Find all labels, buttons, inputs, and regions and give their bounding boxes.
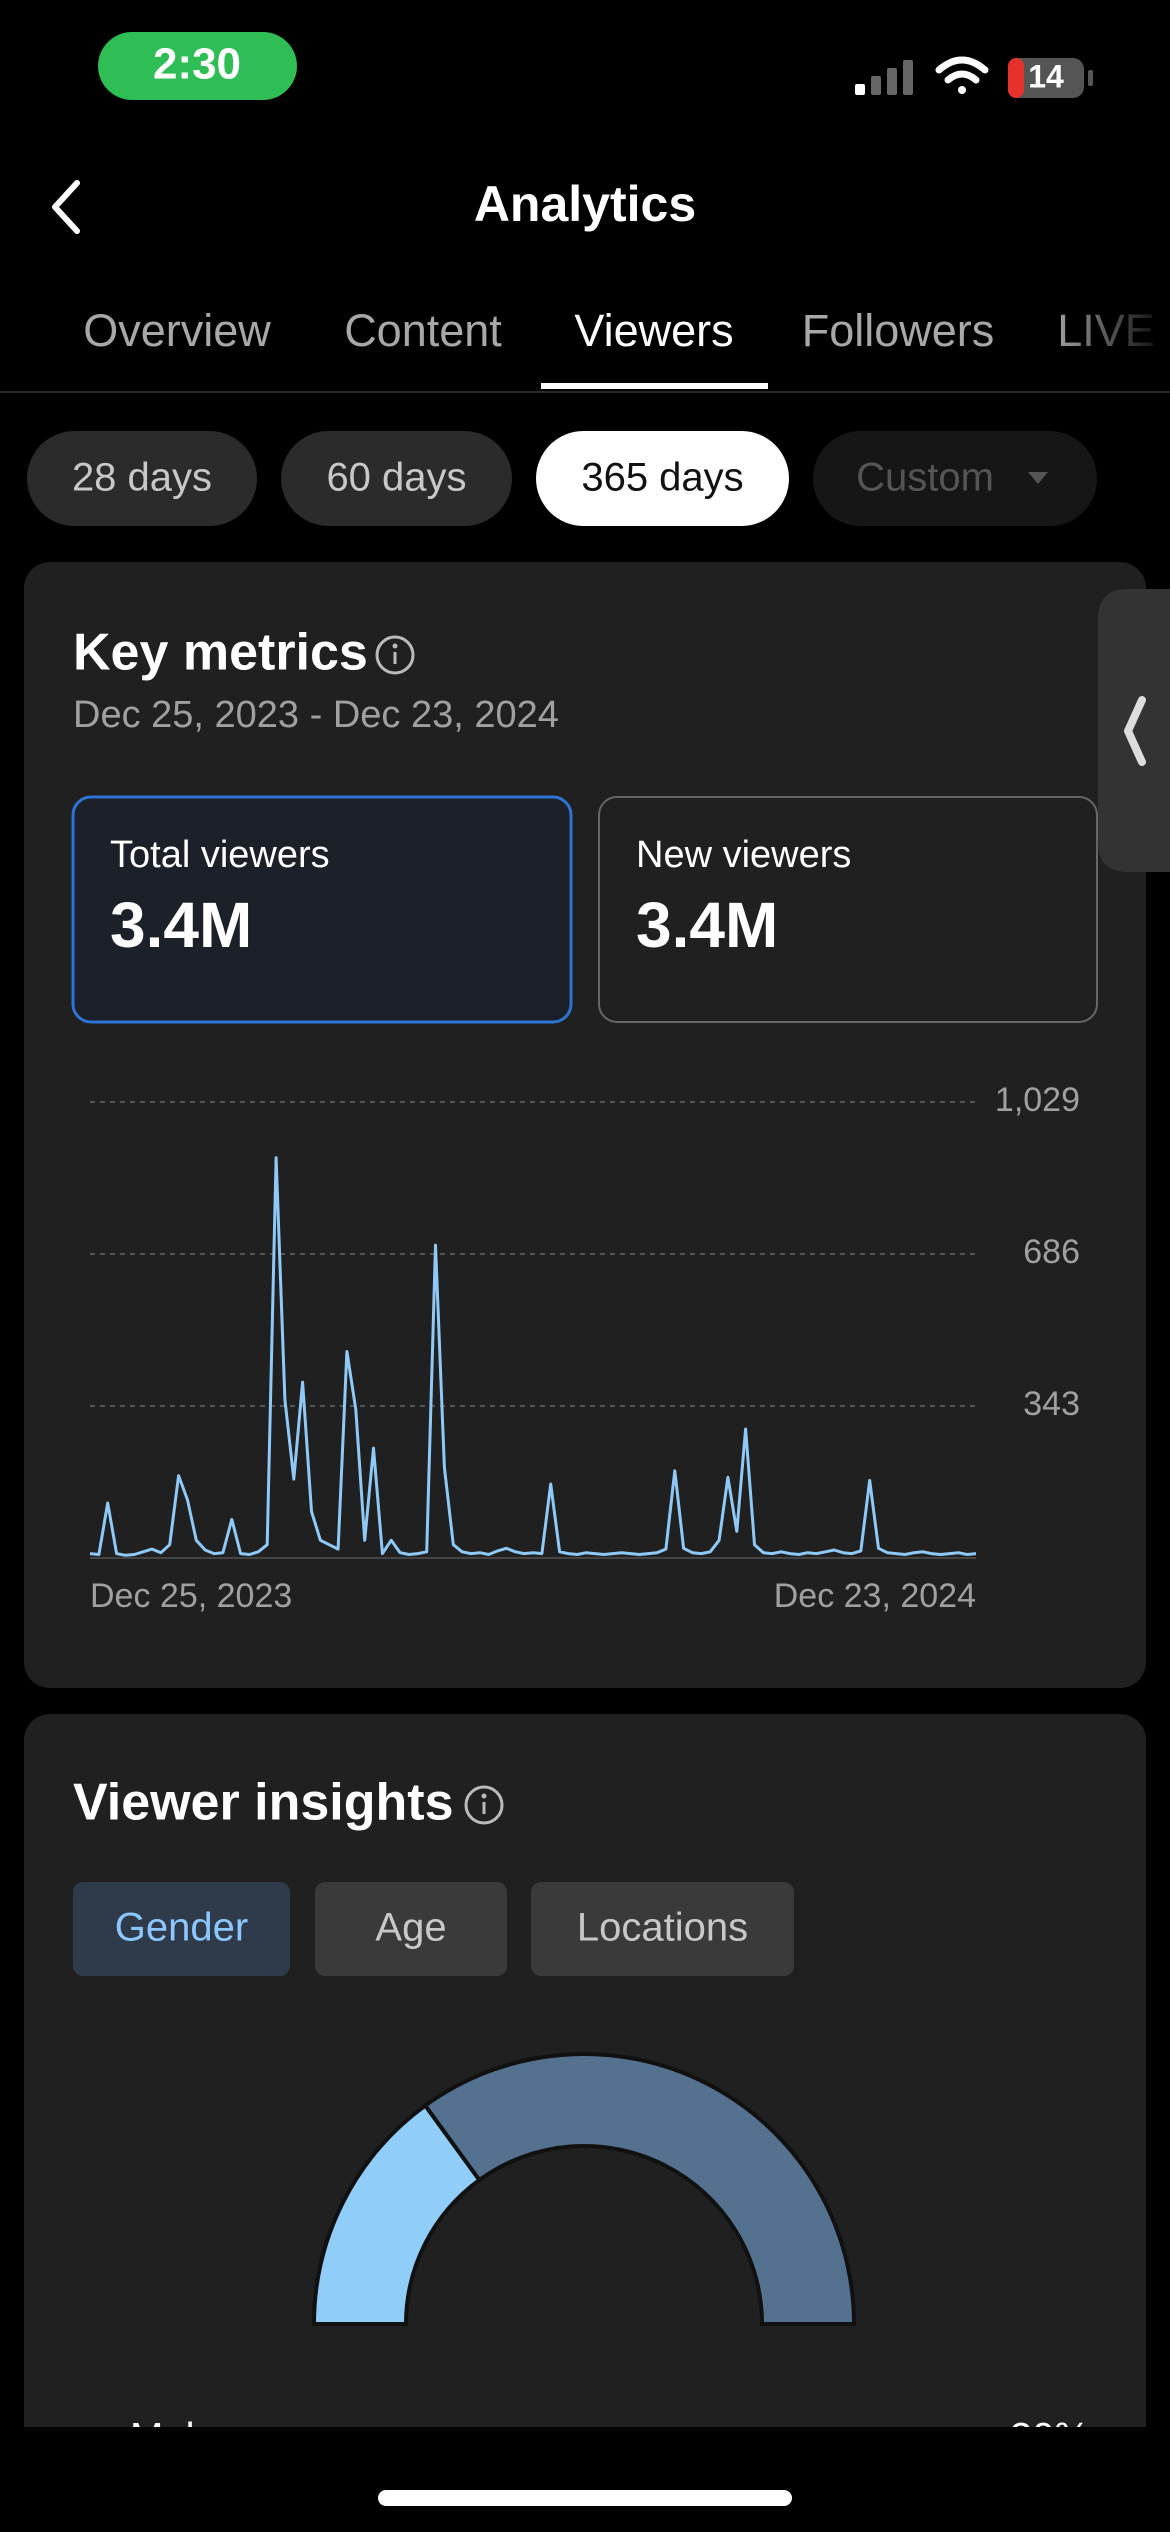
insight-tab[interactable] <box>315 1882 507 1976</box>
side-handle-chevron <box>1124 696 1146 766</box>
tab[interactable]: Viewers <box>574 305 733 356</box>
y-tick-label: 343 <box>1023 1385 1080 1423</box>
period-pill[interactable] <box>281 431 512 526</box>
home-bar <box>0 2427 1170 2532</box>
metric-value: 3.4M <box>636 889 778 961</box>
info-icon[interactable] <box>464 1785 504 1825</box>
page-title: Analytics <box>474 176 696 232</box>
period-pill[interactable] <box>27 431 257 526</box>
metric-value: 3.4M <box>110 889 252 961</box>
battery-icon <box>1008 58 1093 98</box>
y-tick-label: 1,029 <box>995 1081 1080 1119</box>
line-series <box>89 1156 977 1557</box>
back-button[interactable] <box>52 180 80 234</box>
side-handle[interactable] <box>1098 589 1170 872</box>
viewer-insights-title: Viewer insights <box>73 1774 454 1832</box>
tab-underline <box>541 383 768 389</box>
insight-tab[interactable] <box>531 1882 794 1976</box>
period-pill[interactable] <box>813 431 1097 526</box>
insight-tab-label: Gender <box>115 1906 248 1950</box>
insight-tab-label: Locations <box>577 1906 748 1950</box>
period-pill[interactable] <box>536 431 789 526</box>
key-metrics-title: Key metrics <box>73 624 368 682</box>
period-label: Custom <box>856 456 994 500</box>
tab[interactable]: Content <box>344 305 502 356</box>
period-label: 60 days <box>326 456 466 500</box>
battery-level: 14 <box>1028 58 1064 94</box>
line-chart: 343 686 1,029 Dec 25, 2023 Dec 23, 2024 <box>89 1081 1080 1615</box>
date-range: Dec 25, 2023 - Dec 23, 2024 <box>73 694 559 736</box>
metric-label: Total viewers <box>110 834 330 876</box>
period-selector: 28 days 60 days 365 days Custom <box>27 431 1097 526</box>
info-icon[interactable] <box>375 635 415 675</box>
x-label: Dec 23, 2024 <box>774 1577 976 1615</box>
metric-card[interactable] <box>598 796 1098 1023</box>
tab-fade <box>1050 290 1170 390</box>
metric-label: New viewers <box>636 834 851 876</box>
divider <box>0 391 1170 393</box>
tab-bar: OverviewContentViewersFollowersLIVE <box>83 305 1155 356</box>
donut-segment <box>422 2052 857 2326</box>
time-pill <box>98 32 297 100</box>
x-label: Dec 25, 2023 <box>90 1577 292 1615</box>
home-indicator[interactable] <box>378 2490 792 2506</box>
period-label: 365 days <box>581 456 743 500</box>
metric-card-selected[interactable] <box>71 795 573 1024</box>
status-time: 2:30 <box>153 40 241 89</box>
insight-tab[interactable] <box>73 1882 290 1976</box>
y-tick-label: 686 <box>1023 1233 1080 1271</box>
dropdown-arrow <box>1028 472 1048 484</box>
wifi-icon <box>935 56 989 94</box>
insight-tab-label: Age <box>375 1906 446 1950</box>
tab[interactable]: Followers <box>802 305 995 356</box>
signal-icon <box>855 60 913 95</box>
period-label: 28 days <box>72 456 212 500</box>
tab[interactable]: Overview <box>83 305 271 356</box>
insight-tabs: Gender Age Locations <box>73 1882 794 1976</box>
